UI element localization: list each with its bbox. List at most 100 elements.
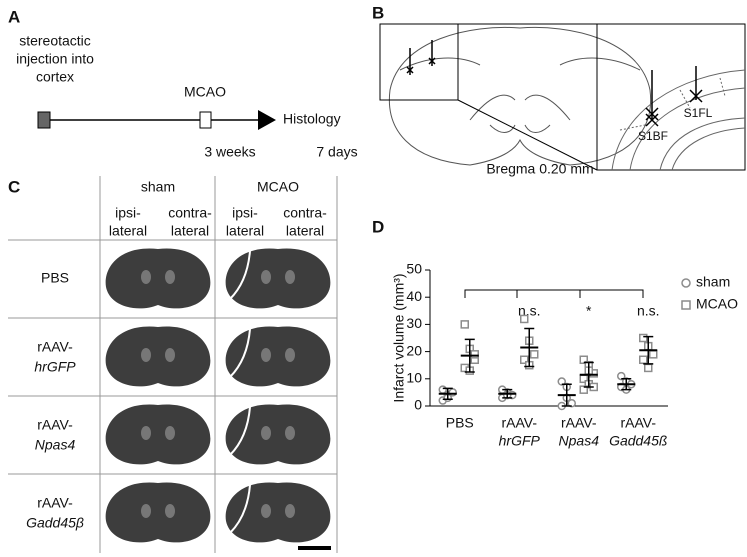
lesion-border xyxy=(229,406,251,456)
error-bar xyxy=(621,378,632,391)
data-point xyxy=(520,355,529,365)
legend-marker xyxy=(681,300,691,310)
brain-section xyxy=(105,248,211,309)
data-point xyxy=(649,350,658,359)
region-label: S1FL xyxy=(684,106,713,120)
histology-text: Histology xyxy=(283,111,341,127)
data-point xyxy=(520,314,529,324)
legend-marker xyxy=(681,278,691,288)
y-tick-label: 30 xyxy=(406,315,422,331)
y-axis-label: Infarct volume (mm³) xyxy=(391,273,407,402)
data-point xyxy=(557,377,566,386)
brain-section xyxy=(225,326,331,387)
data-point xyxy=(470,350,479,359)
error-bar xyxy=(524,327,535,368)
injection-text: cortex xyxy=(36,69,74,85)
data-point xyxy=(639,333,648,343)
panel-label: A xyxy=(8,7,20,26)
error-bar xyxy=(502,388,513,399)
ventricle xyxy=(285,270,295,284)
ventricle xyxy=(165,270,175,284)
x-tick-label: Gadd45ß xyxy=(609,433,667,449)
panel-label: C xyxy=(8,177,20,196)
ventricle xyxy=(261,426,271,440)
interval-text: 3 weeks xyxy=(204,144,255,160)
row-label: hrGFP xyxy=(34,359,76,375)
brain-section xyxy=(105,404,211,465)
panel-label: B xyxy=(372,3,384,22)
subcolumn-header: lateral xyxy=(226,223,264,239)
ventricle xyxy=(165,348,175,362)
panel-label: D xyxy=(372,217,384,236)
error-bar xyxy=(583,361,594,388)
lesion-border xyxy=(229,328,251,378)
mcao-box xyxy=(199,111,212,129)
column-header: MCAO xyxy=(257,179,299,195)
electrodes xyxy=(406,40,703,127)
error-bar xyxy=(464,338,475,373)
bregma-text: Bregma 0.20 mm xyxy=(486,161,593,177)
data-point xyxy=(617,371,626,381)
ventricle xyxy=(285,426,295,440)
y-tick-label: 50 xyxy=(406,261,422,277)
ventricle xyxy=(141,426,151,440)
zoom-contours xyxy=(611,69,746,171)
ventricle xyxy=(261,270,271,284)
injection-box xyxy=(37,111,51,129)
inset-box xyxy=(379,23,459,101)
lesion-border xyxy=(229,250,251,300)
region-label: S1BF xyxy=(638,129,668,143)
data-point xyxy=(639,355,648,365)
ventricle xyxy=(285,504,295,518)
arrow-head xyxy=(258,110,276,130)
ventricle xyxy=(141,504,151,518)
ventricle xyxy=(165,426,175,440)
y-tick-label: 0 xyxy=(414,397,422,413)
error-bar xyxy=(643,335,654,365)
data-point xyxy=(567,399,576,408)
data-point xyxy=(530,350,539,359)
y-tick-label: 20 xyxy=(406,342,422,358)
subcolumn-header: ipsi- xyxy=(232,205,258,221)
ventricle xyxy=(141,270,151,284)
data-point xyxy=(644,363,653,373)
x-tick-label: rAAV- xyxy=(561,415,597,431)
data-point xyxy=(579,355,588,365)
data-point xyxy=(460,320,469,329)
x-tick-label: rAAV- xyxy=(501,415,537,431)
injection-text: injection into xyxy=(16,51,94,67)
row-label: rAAV- xyxy=(37,339,73,355)
ventricle xyxy=(165,504,175,518)
column-header: sham xyxy=(141,179,175,195)
table-grid xyxy=(8,176,338,553)
x-tick-label: Npas4 xyxy=(559,433,600,449)
significance-label: * xyxy=(586,303,592,319)
zoom-line xyxy=(457,99,598,171)
significance-label: n.s. xyxy=(518,303,541,319)
legend-label: MCAO xyxy=(696,296,738,312)
ventricle xyxy=(285,348,295,362)
x-tick-label: hrGFP xyxy=(499,433,541,449)
subcolumn-header: contra- xyxy=(283,205,327,221)
brain-section xyxy=(225,482,331,543)
subcolumn-header: lateral xyxy=(109,223,147,239)
ventricle xyxy=(141,348,151,362)
subcolumn-header: contra- xyxy=(168,205,212,221)
ventricle xyxy=(261,504,271,518)
data-point xyxy=(438,385,447,394)
ventricle xyxy=(261,348,271,362)
error-bar xyxy=(561,383,572,407)
mcao-text: MCAO xyxy=(184,84,226,100)
brain-section xyxy=(225,404,331,465)
row-label: rAAV- xyxy=(37,495,73,511)
row-label: rAAV- xyxy=(37,417,73,433)
x-tick-label: rAAV- xyxy=(620,415,656,431)
brain-section xyxy=(225,248,331,309)
lesion-border xyxy=(229,484,251,534)
zoom-box xyxy=(596,23,746,171)
brain-outline xyxy=(388,26,652,166)
brain-section xyxy=(105,482,211,543)
subcolumn-header: ipsi- xyxy=(115,205,141,221)
